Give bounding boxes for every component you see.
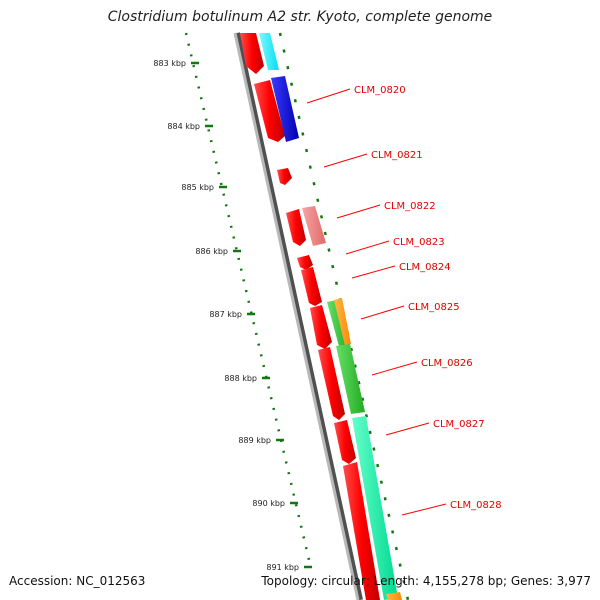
scale-tick-label: 891 kbp <box>266 563 299 572</box>
scale-tick-label: 884 kbp <box>167 122 200 131</box>
gene-label[interactable]: CLM_0820 <box>354 85 406 96</box>
gene-arrow <box>318 347 345 420</box>
cog-block-pink <box>302 206 326 246</box>
gene-labels: CLM_0820 CLM_0821 CLM_0822 CLM_0823 CLM_0824… <box>306 85 502 516</box>
gene-callout-line <box>401 503 447 516</box>
gene-arrow <box>343 462 380 600</box>
gene-callout-line <box>385 422 430 436</box>
gene-arrow <box>286 209 306 246</box>
genome-backbone <box>233 32 363 600</box>
gene-label[interactable]: CLM_0828 <box>450 500 502 511</box>
gene-callout-line <box>345 240 390 255</box>
cog-block-blue <box>271 76 299 142</box>
scale-tick-label: 887 kbp <box>209 310 242 319</box>
cog-block-aqua <box>352 416 398 600</box>
scale-tick-label: 889 kbp <box>238 436 271 445</box>
gene-callout-line <box>351 265 396 279</box>
gene-arrow <box>310 305 332 349</box>
page-title: Clostridium botulinum A2 str. Kyoto, com… <box>107 9 493 25</box>
scale-tick-label: 886 kbp <box>195 247 228 256</box>
gene-callout-line <box>336 204 381 219</box>
gene-label[interactable]: CLM_0821 <box>371 150 423 161</box>
cog-block-cyan <box>259 33 279 70</box>
gene-arrow <box>240 33 264 74</box>
gene-label[interactable]: CLM_0827 <box>433 419 485 430</box>
backbone-shadow <box>234 32 363 600</box>
scale-tick-label: 888 kbp <box>224 374 257 383</box>
gene-callout-line <box>360 305 405 320</box>
scale-ruler: 883 kbp 884 kbp 885 kbp 886 kbp 887 kbp 888 k… <box>153 32 312 572</box>
gene-label[interactable]: CLM_0822 <box>384 201 436 212</box>
gene-arrow <box>297 255 313 270</box>
gene-arrow <box>301 267 322 306</box>
accession-text: Accession: NC_012563 <box>9 574 146 588</box>
cog-block-orange <box>386 592 402 600</box>
gene-callout-line <box>306 88 351 104</box>
gene-label[interactable]: CLM_0826 <box>421 358 473 369</box>
scale-tick-label: 883 kbp <box>153 59 186 68</box>
cds-track <box>240 33 380 600</box>
topology-text: Topology: circular; Length: 4,155,278 bp… <box>261 574 591 588</box>
gene-label[interactable]: CLM_0823 <box>393 237 445 248</box>
gene-callout-line <box>323 153 368 168</box>
cog-block-orange <box>334 298 351 346</box>
gene-label[interactable]: CLM_0824 <box>399 262 451 273</box>
gene-arrow <box>334 420 356 464</box>
gene-arrow <box>277 168 292 185</box>
scale-ticks: 883 kbp 884 kbp 885 kbp 886 kbp 887 kbp 888 k… <box>153 59 312 572</box>
scale-tick-label: 885 kbp <box>181 183 214 192</box>
scale-tick-label: 890 kbp <box>252 499 285 508</box>
cog-track <box>259 33 402 600</box>
backbone-line <box>233 32 360 600</box>
gene-callout-line <box>371 361 418 376</box>
cog-block-green <box>336 344 365 414</box>
gene-label[interactable]: CLM_0825 <box>408 302 460 313</box>
gene-arrow <box>254 80 285 142</box>
